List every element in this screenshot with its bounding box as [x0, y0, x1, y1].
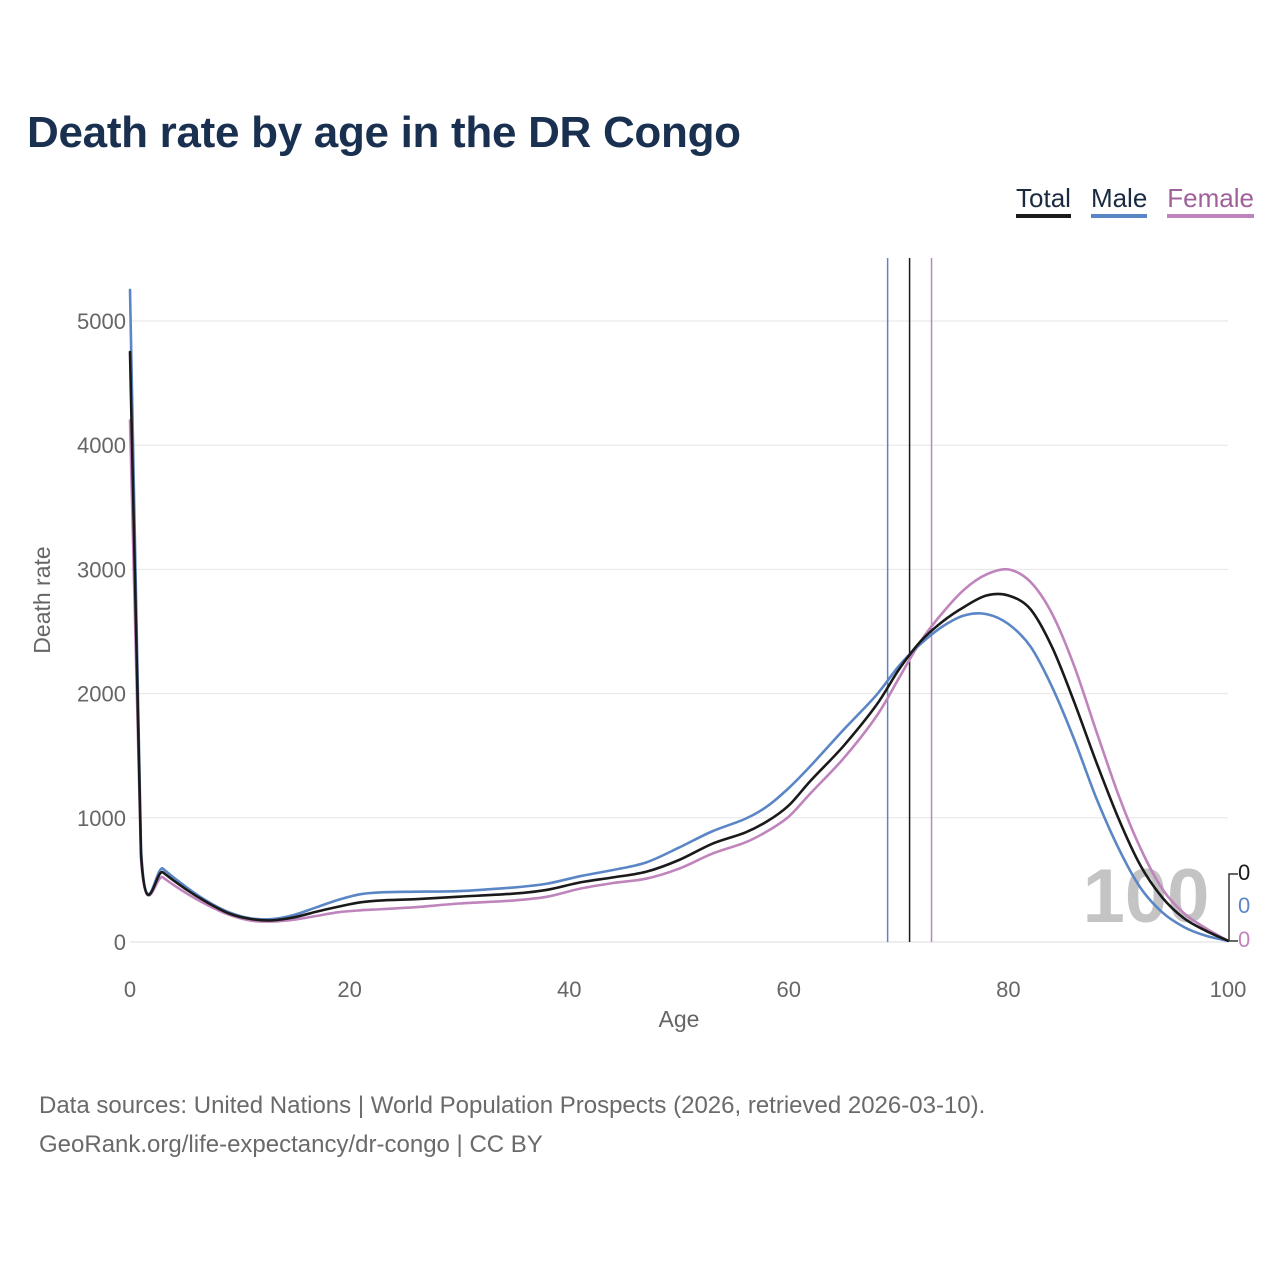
x-tick-label-80: 80 [996, 977, 1020, 1002]
y-tick-label-5000: 5000 [77, 309, 126, 334]
legend-item-female[interactable]: Female [1167, 184, 1254, 218]
grid-lines [130, 320, 1228, 943]
end-bracket [1228, 873, 1238, 942]
y-tick-label-1000: 1000 [77, 806, 126, 831]
y-tick-label-0: 0 [114, 930, 126, 955]
end-label-female: 0 [1238, 927, 1250, 952]
x-axis-label: Age [659, 1006, 700, 1032]
x-tick-label-100: 100 [1210, 977, 1247, 1002]
y-tick-label-3000: 3000 [77, 557, 126, 582]
footer-attribution[interactable]: GeoRank.org/life-expectancy/dr-congo | C… [39, 1131, 543, 1158]
y-axis-label: Death rate [29, 546, 55, 653]
series-lines [128, 288, 1230, 943]
end-label-male: 0 [1238, 893, 1250, 918]
death-rate-chart: 100 0 1000 2000 3000 4000 5000 0 20 40 60 80 100 Ag… [29, 258, 1250, 1032]
x-tick-label-60: 60 [777, 977, 801, 1002]
chart-legend: Total Male Female [1016, 184, 1254, 218]
footer-sources: Data sources: United Nations | World Pop… [39, 1092, 986, 1119]
series-line-male[interactable] [128, 288, 1230, 943]
reference-lines [886, 258, 933, 942]
y-tick-label-4000: 4000 [77, 433, 126, 458]
x-tick-label-40: 40 [557, 977, 581, 1002]
axis-ticks: 0 1000 2000 3000 4000 5000 0 20 40 60 80 100 [77, 309, 1246, 1002]
series-line-female[interactable] [128, 419, 1230, 943]
page-title: Death rate by age in the DR Congo [27, 108, 741, 157]
series-line-total[interactable] [128, 350, 1230, 943]
legend-item-male[interactable]: Male [1090, 184, 1148, 218]
x-tick-label-0: 0 [124, 977, 136, 1002]
end-label-total: 0 [1238, 860, 1250, 885]
x-tick-label-20: 20 [337, 977, 361, 1002]
chart-footer: Data sources: United Nations | World Pop… [39, 1086, 985, 1164]
y-tick-label-2000: 2000 [77, 682, 126, 707]
end-value-bracket: 0 0 0 [1228, 860, 1250, 952]
legend-item-total[interactable]: Total [1016, 184, 1071, 218]
